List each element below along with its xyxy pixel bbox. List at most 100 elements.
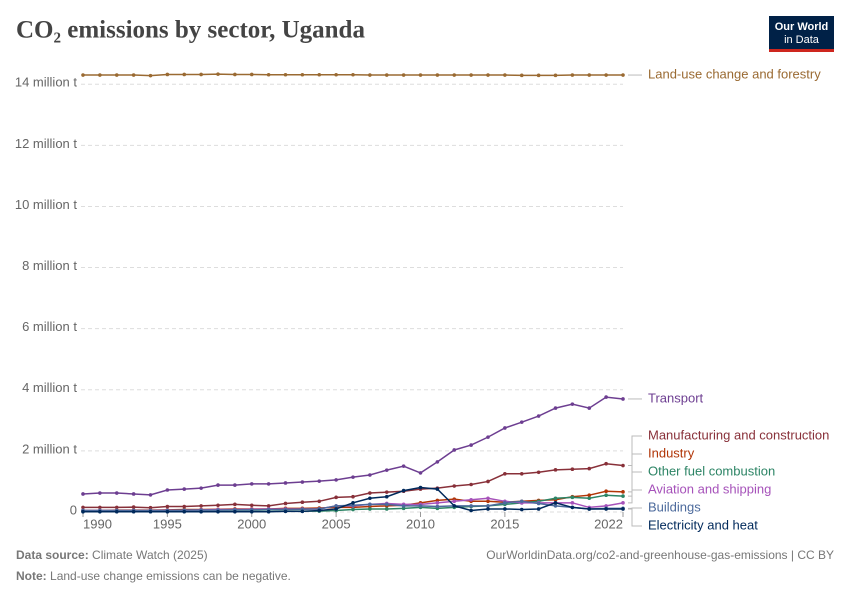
data-point bbox=[216, 483, 220, 487]
x-tick-label: 2000 bbox=[237, 516, 266, 531]
data-point bbox=[199, 509, 203, 514]
data-point bbox=[604, 73, 608, 77]
data-point bbox=[519, 420, 524, 424]
data-point bbox=[519, 499, 524, 504]
data-point bbox=[486, 73, 490, 77]
data-point bbox=[486, 499, 490, 504]
data-point bbox=[418, 73, 423, 77]
data-point bbox=[621, 463, 625, 468]
data-point bbox=[300, 500, 305, 505]
data-point bbox=[418, 504, 423, 508]
url: OurWorldinData.org/co2-and-greenhouse-ga… bbox=[486, 548, 834, 562]
data-point bbox=[418, 471, 423, 475]
data-point bbox=[469, 508, 473, 513]
data-point bbox=[418, 485, 423, 490]
data-point bbox=[351, 72, 355, 77]
data-point bbox=[401, 504, 406, 508]
data-point bbox=[249, 72, 254, 77]
data-point bbox=[283, 509, 288, 514]
data-point bbox=[199, 72, 203, 77]
note: Note: Land-use change emissions can be n… bbox=[16, 569, 291, 583]
data-point bbox=[435, 460, 440, 464]
data-point bbox=[131, 505, 136, 509]
data-point bbox=[317, 499, 322, 504]
data-point bbox=[621, 501, 625, 505]
data-point bbox=[435, 73, 440, 77]
data-point bbox=[182, 487, 187, 491]
data-point bbox=[317, 508, 322, 513]
data-point bbox=[216, 503, 220, 508]
data-point bbox=[81, 509, 85, 514]
data-point bbox=[216, 72, 220, 76]
data-point bbox=[401, 73, 406, 77]
y-tick-label: 6 million t bbox=[22, 319, 77, 334]
data-point bbox=[536, 73, 541, 78]
data-point bbox=[165, 509, 170, 514]
legend-label: Electricity and heat bbox=[648, 517, 758, 532]
data-point bbox=[486, 479, 490, 484]
data-point bbox=[469, 504, 473, 508]
y-tick-label: 4 million t bbox=[22, 380, 77, 395]
data-point bbox=[165, 488, 170, 492]
data-point bbox=[368, 496, 372, 501]
legend-label: Land-use change and forestry bbox=[648, 66, 821, 81]
label-connector bbox=[628, 435, 642, 467]
data-point bbox=[351, 507, 355, 512]
data-point bbox=[249, 482, 254, 486]
data-point bbox=[249, 503, 254, 508]
data-point bbox=[199, 504, 203, 508]
data-point bbox=[182, 509, 187, 514]
x-tick-label: 1995 bbox=[153, 516, 182, 531]
data-point bbox=[519, 507, 524, 512]
data-point bbox=[266, 504, 271, 508]
data-point bbox=[587, 466, 592, 471]
data-point bbox=[249, 509, 254, 514]
legend-label: Manufacturing and construction bbox=[648, 427, 829, 442]
label-connector bbox=[628, 471, 642, 497]
data-point bbox=[401, 488, 406, 493]
chart-title: CO₂ emissions by sector, Uganda bbox=[16, 17, 365, 44]
data-point bbox=[503, 472, 507, 476]
data-point bbox=[384, 494, 389, 499]
data-point bbox=[553, 73, 558, 78]
data-point bbox=[621, 494, 625, 498]
data-point bbox=[401, 464, 406, 468]
data-point bbox=[165, 504, 170, 509]
data-point bbox=[384, 468, 389, 472]
data-point bbox=[317, 479, 322, 483]
note-text: Land-use change emissions can be negativ… bbox=[50, 569, 291, 583]
data-point bbox=[570, 73, 575, 77]
data-point bbox=[604, 461, 608, 466]
data-point bbox=[300, 72, 305, 77]
data-point bbox=[621, 397, 625, 401]
data-point bbox=[98, 491, 102, 495]
data-point bbox=[452, 484, 457, 488]
data-point bbox=[503, 501, 507, 505]
data-point bbox=[114, 509, 119, 514]
legend-label: Transport bbox=[648, 390, 704, 405]
data-point bbox=[519, 73, 524, 78]
data-point bbox=[452, 504, 457, 508]
data-point bbox=[131, 492, 136, 496]
data-point bbox=[587, 73, 592, 77]
data-point bbox=[519, 472, 524, 476]
data-point bbox=[131, 73, 136, 77]
data-point bbox=[266, 72, 271, 77]
data-point bbox=[351, 475, 355, 479]
data-point bbox=[570, 505, 575, 510]
x-tick-label: 2022 bbox=[594, 516, 623, 531]
logo-stripe bbox=[769, 49, 834, 52]
data-point bbox=[199, 486, 203, 490]
data-point bbox=[334, 478, 338, 482]
data-point bbox=[233, 483, 237, 487]
data-point bbox=[570, 495, 575, 500]
data-point bbox=[148, 509, 153, 514]
data-point bbox=[334, 72, 338, 77]
legend-label: Other fuel combustion bbox=[648, 463, 775, 478]
data-point bbox=[486, 507, 490, 511]
data-point bbox=[283, 481, 288, 485]
data-point bbox=[368, 507, 372, 511]
data-point bbox=[283, 501, 288, 506]
data-point bbox=[81, 505, 85, 510]
data-point bbox=[587, 406, 592, 410]
